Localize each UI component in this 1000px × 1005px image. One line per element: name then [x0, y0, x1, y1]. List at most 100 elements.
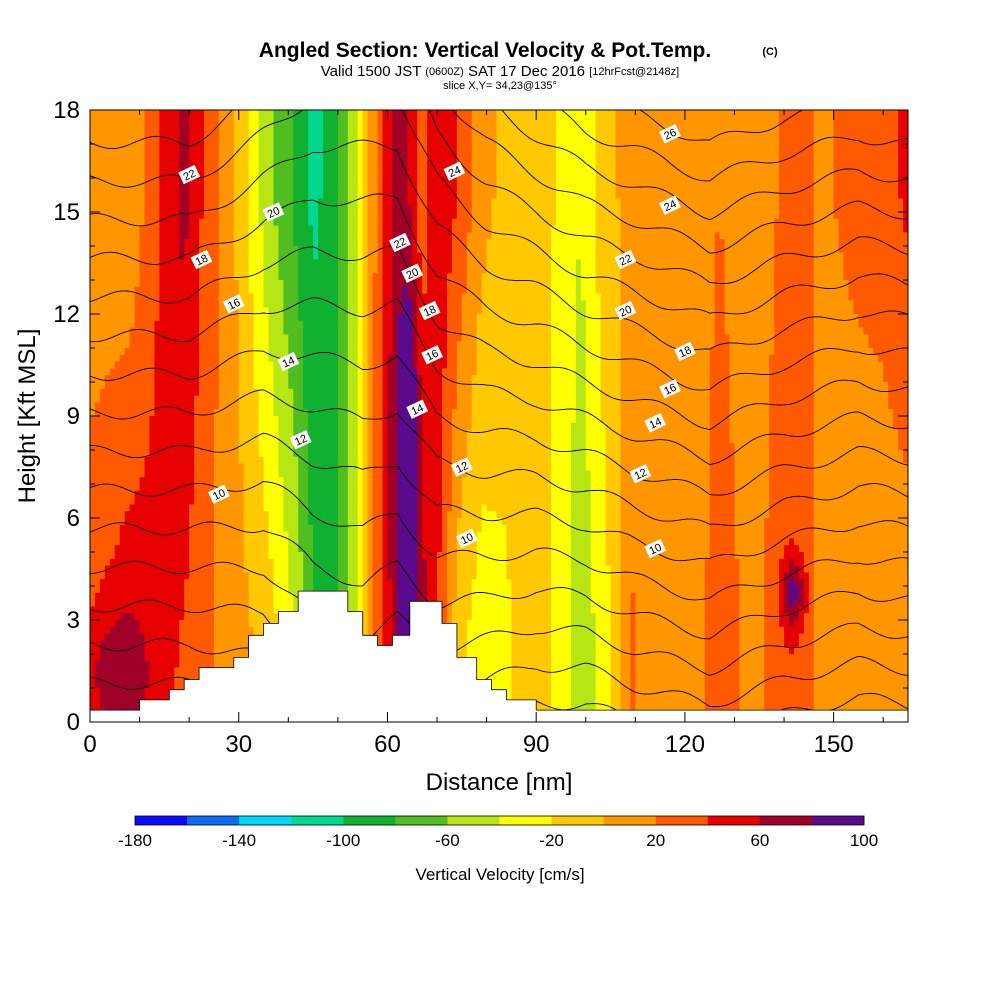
velocity-cell — [546, 150, 552, 159]
velocity-cell — [169, 157, 175, 165]
velocity-cell — [684, 273, 691, 281]
velocity-cell — [769, 246, 775, 254]
velocity-cell — [109, 191, 116, 199]
velocity-cell — [94, 246, 101, 254]
velocity-cell — [114, 205, 121, 213]
velocity-cell — [883, 205, 889, 213]
velocity-cell — [630, 164, 636, 172]
velocity-cell — [843, 307, 850, 315]
velocity-cell — [615, 239, 622, 247]
velocity-cell — [798, 232, 805, 240]
velocity-cell — [243, 259, 250, 267]
velocity-cell — [506, 164, 512, 172]
velocity-cell — [838, 286, 845, 295]
velocity-cell — [481, 137, 488, 145]
velocity-cell — [769, 116, 775, 125]
velocity-cell — [283, 293, 289, 301]
velocity-cell — [645, 239, 651, 247]
velocity-cell — [714, 232, 721, 240]
velocity-cell — [823, 205, 830, 213]
velocity-cell — [427, 184, 433, 193]
velocity-cell — [798, 144, 805, 152]
velocity-cell — [248, 307, 255, 315]
velocity-cell — [818, 280, 825, 288]
velocity-cell — [893, 184, 899, 193]
velocity-cell — [620, 239, 627, 247]
velocity-cell — [848, 300, 855, 308]
velocity-cell — [521, 184, 527, 193]
velocity-cell — [377, 123, 384, 131]
velocity-cell — [838, 191, 845, 199]
velocity-cell — [521, 307, 527, 315]
velocity-cell — [189, 300, 195, 308]
velocity-cell — [531, 123, 537, 131]
velocity-cell — [119, 116, 126, 125]
velocity-cell — [417, 280, 423, 288]
velocity-cell — [863, 280, 869, 288]
velocity-cell — [327, 286, 334, 295]
velocity-cell — [808, 137, 815, 145]
velocity-cell — [759, 178, 765, 186]
velocity-cell — [694, 164, 701, 172]
velocity-cell — [352, 191, 359, 199]
velocity-cell — [273, 198, 279, 206]
velocity-cell — [337, 157, 344, 165]
velocity-cell — [645, 144, 651, 152]
velocity-cell — [714, 123, 721, 131]
velocity-cell — [233, 218, 240, 227]
velocity-cell — [288, 164, 294, 172]
velocity-cell — [362, 232, 369, 240]
velocity-cell — [94, 239, 101, 247]
velocity-cell — [293, 123, 299, 131]
velocity-cell — [813, 184, 820, 193]
velocity-cell — [208, 137, 215, 145]
velocity-cell — [129, 246, 136, 254]
velocity-cell — [129, 225, 136, 233]
velocity-cell — [139, 191, 146, 199]
velocity-cell — [784, 280, 790, 288]
velocity-cell — [575, 252, 582, 261]
velocity-cell — [372, 300, 379, 308]
velocity-cell — [600, 286, 607, 295]
velocity-cell — [258, 225, 265, 233]
velocity-cell — [565, 300, 572, 308]
velocity-cell — [357, 212, 364, 220]
velocity-cell — [119, 225, 126, 233]
velocity-cell — [273, 280, 279, 288]
velocity-cell — [560, 212, 567, 220]
velocity-cell — [615, 225, 622, 233]
velocity-cell — [352, 144, 359, 152]
velocity-cell — [109, 116, 116, 125]
velocity-cell — [407, 286, 413, 295]
velocity-cell — [481, 191, 488, 199]
velocity-cell — [531, 266, 537, 274]
velocity-cell — [327, 198, 334, 206]
velocity-cell — [258, 123, 265, 131]
velocity-cell — [144, 205, 151, 213]
velocity-cell — [501, 218, 508, 227]
velocity-cell — [243, 252, 250, 261]
velocity-cell — [818, 232, 825, 240]
velocity-cell — [565, 259, 572, 267]
velocity-cell — [501, 137, 508, 145]
velocity-cell — [437, 239, 443, 247]
velocity-cell — [104, 307, 111, 315]
velocity-cell — [456, 286, 463, 295]
velocity-cell — [600, 252, 607, 261]
velocity-cell — [94, 130, 101, 138]
velocity-cell — [392, 293, 398, 301]
velocity-cell — [283, 116, 289, 125]
velocity-cell — [719, 307, 726, 315]
velocity-cell — [898, 123, 904, 131]
velocity-cell — [704, 198, 711, 206]
velocity-cell — [179, 266, 185, 274]
velocity-cell — [635, 218, 641, 227]
velocity-cell — [590, 293, 597, 301]
velocity-cell — [674, 171, 681, 179]
velocity-cell — [823, 293, 830, 301]
velocity-cell — [357, 123, 364, 131]
velocity-cell — [749, 273, 755, 281]
velocity-cell — [501, 280, 508, 288]
velocity-cell — [650, 246, 656, 254]
velocity-cell — [303, 239, 309, 247]
